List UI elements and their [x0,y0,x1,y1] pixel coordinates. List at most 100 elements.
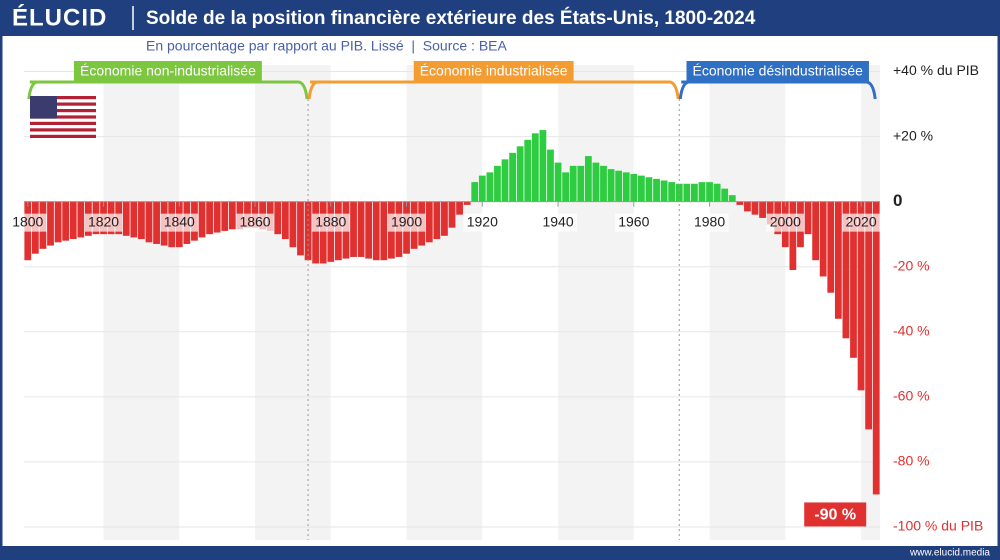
x-tick-label: 2020 [845,213,876,229]
x-tick-bg [387,213,426,232]
x-tick-label: 1960 [618,213,649,229]
bar [766,201,774,225]
flag [30,96,96,138]
bar [281,201,289,240]
header-band [0,0,1000,36]
bar [138,201,145,240]
bar [850,201,857,358]
y-tick-label: -20 % [893,257,930,273]
flag-canton [30,96,57,119]
bar [547,149,554,202]
x-tick-label: 2000 [770,213,801,229]
bar [122,201,130,236]
bar [584,156,592,202]
bar [660,180,668,202]
bar [645,177,653,202]
x-tick-label: 1900 [391,213,422,229]
x-tick-label: 1860 [239,213,270,229]
flag-stripe [30,134,96,138]
bar [531,133,539,202]
flag-stripe [30,128,96,132]
y-tick-label: -60 % [893,388,930,404]
x-tick-bg [311,213,350,232]
x-tick-bg [539,213,578,232]
bar [47,201,54,246]
bar [77,201,85,238]
bar [554,162,562,202]
bar [289,201,297,248]
bar [562,172,570,202]
bar [327,201,335,262]
era-label-bg [73,61,262,83]
bar [456,201,463,215]
bar [607,169,615,202]
stripe [558,65,634,540]
bar [130,201,138,238]
bar [221,201,229,231]
bar [683,183,691,202]
x-tick-label: 1940 [542,213,573,229]
chart-title: Solde de la position financière extérieu… [146,7,756,29]
x-tick-bg [842,213,881,232]
x-tick-label: 1820 [88,213,119,229]
bar [471,182,479,202]
bar [736,201,744,205]
bar [312,201,320,264]
bar [668,182,676,202]
bar [433,201,441,240]
bar [69,201,77,240]
era-label: Économie industrialisée [420,63,568,79]
bar [819,201,827,277]
bar [372,201,380,261]
bar [872,201,880,495]
era-label: Économie non-industrialisée [80,63,256,79]
bar [706,182,713,202]
plot: +40 % du PIB +20 % 0 -20 % -40 % -60 % -80 % -1… [8,61,983,540]
x-tick-bg [614,213,653,232]
bar [62,201,70,241]
bar [637,175,645,202]
x-tick-bg [766,213,805,232]
bar [728,195,736,202]
bar [380,201,388,261]
x-tick-bg [8,213,47,232]
bar [463,201,471,205]
bar [615,170,623,202]
bar [297,201,304,256]
flag-stripe [30,102,96,106]
x-tick-bg [463,213,502,232]
flag-stripe [30,109,96,113]
bar [319,201,327,264]
flag-stripe [30,96,96,100]
bar [577,165,585,202]
y-tick-label: 0 [893,191,902,210]
x-tick-label: 1920 [467,213,498,229]
y-tick-label: -100 % du PIB [893,518,983,534]
bar [524,139,532,202]
bar [501,159,509,202]
bar [54,201,62,243]
bar [622,172,630,202]
x-tick-bg [690,213,729,232]
bar [448,201,456,228]
bar [812,201,819,261]
bar [153,201,160,244]
x-tick-label: 1840 [164,213,195,229]
footer-band [0,546,1000,560]
bar [842,201,850,339]
chart-subtitle: En pourcentage par rapport au PIB. Lissé… [146,38,508,54]
bar [759,201,766,218]
era-brace [307,80,680,100]
era-brace [27,80,309,100]
bar [228,201,236,230]
bar [592,162,600,202]
bar [865,201,873,430]
bar [698,182,706,202]
x-tick-label: 1980 [694,213,725,229]
bar [675,183,683,202]
bar [539,130,547,202]
bar [365,201,373,259]
y-tick-label: -40 % [893,322,930,338]
bar [274,201,282,235]
